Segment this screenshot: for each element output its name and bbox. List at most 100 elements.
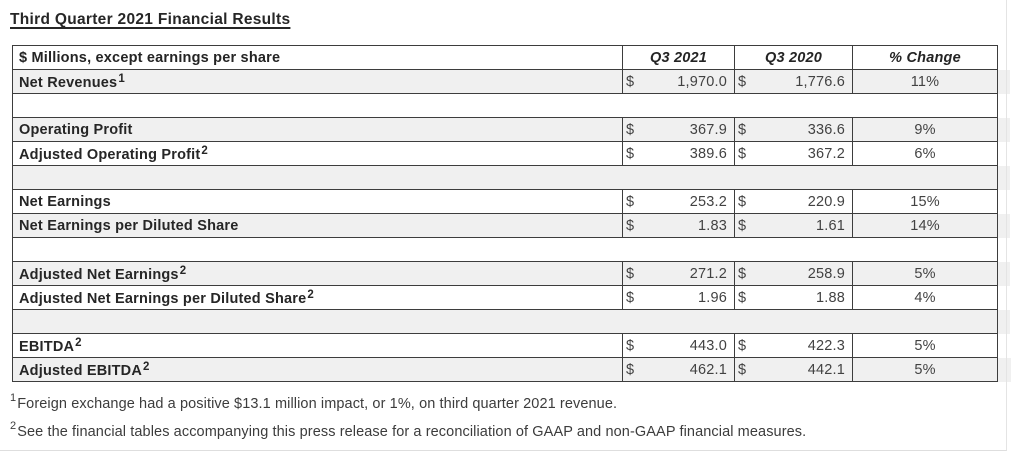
dollar-sign: $: [626, 289, 635, 306]
q3-2021-value: 271.2: [689, 265, 727, 282]
pct-change-cell: 5%: [852, 333, 998, 358]
dollar-sign: $: [626, 73, 635, 90]
spacer-row: [12, 237, 1011, 262]
footnote-1-marker: 1: [10, 392, 17, 404]
q3-2021-value: 462.1: [689, 361, 727, 378]
spacer-cell: [12, 93, 998, 118]
table-row: Operating Profit $367.9 $336.6 9%: [12, 117, 1011, 142]
table-row: Adjusted EBITDA2 $462.1 $442.1 5%: [12, 357, 1011, 382]
header-pct-change: % Change: [852, 45, 998, 70]
q3-2021-value: 1,970.0: [677, 73, 727, 90]
footnote-2-text: See the financial tables accompanying th…: [17, 424, 807, 441]
page-title: Third Quarter 2021 Financial Results: [10, 11, 291, 28]
q3-2020-cell: $258.9: [734, 261, 853, 286]
spacer-row: [12, 165, 1011, 190]
spacer-cell: [12, 237, 998, 262]
q3-2021-cell: $462.1: [622, 357, 735, 382]
pct-change-cell: 15%: [852, 189, 998, 214]
q3-2020-cell: $367.2: [734, 141, 853, 166]
ghost-cell: [998, 70, 1011, 94]
ghost-cell: [998, 358, 1011, 382]
ghost-cell: [998, 310, 1011, 334]
q3-2021-cell: $271.2: [622, 261, 735, 286]
ghost-cell: [998, 190, 1011, 214]
q3-2021-value: 1.83: [697, 217, 727, 234]
q3-2021-cell: $1.83: [622, 213, 735, 238]
table-row: Adjusted Operating Profit2 $389.6 $367.2 6%: [12, 141, 1011, 166]
q3-2020-cell: $1,776.6: [734, 69, 853, 94]
row-label: Net Earnings: [12, 189, 623, 214]
dollar-sign: $: [738, 145, 747, 162]
footnotes: 1Foreign exchange had a positive $13.1 m…: [10, 388, 1024, 445]
q3-2020-cell: $336.6: [734, 117, 853, 142]
dollar-sign: $: [626, 265, 635, 282]
row-label: Adjusted Net Earnings2: [12, 261, 623, 286]
spacer-row: [12, 93, 1011, 118]
q3-2020-value: 442.1: [807, 361, 845, 378]
q3-2021-value: 253.2: [689, 193, 727, 210]
ghost-cell: [998, 142, 1011, 166]
table-row: Net Earnings per Diluted Share $1.83 $1.61…: [12, 213, 1011, 238]
q3-2020-cell: $220.9: [734, 189, 853, 214]
q3-2020-value: 1.88: [815, 289, 845, 306]
ghost-cell: [998, 262, 1011, 286]
table-row: Net Revenues1 $1,970.0 $1,776.6 11%: [12, 69, 1011, 94]
ghost-cell: [998, 46, 1011, 70]
q3-2021-cell: $1,970.0: [622, 69, 735, 94]
row-label: Net Revenues1: [12, 69, 623, 94]
q3-2020-value: 1,776.6: [795, 73, 845, 90]
ghost-cell: [998, 238, 1011, 262]
row-label: Operating Profit: [12, 117, 623, 142]
spacer-cell: [12, 165, 998, 190]
footnote-1: 1Foreign exchange had a positive $13.1 m…: [10, 388, 1024, 416]
spacer-cell: [12, 309, 998, 334]
table-body: Net Revenues1 $1,970.0 $1,776.6 11% Operatin…: [12, 69, 1011, 382]
ghost-cell: [998, 286, 1011, 310]
q3-2020-value: 258.9: [807, 265, 845, 282]
spacer-row: [12, 309, 1011, 334]
pct-change-cell: 4%: [852, 285, 998, 310]
dollar-sign: $: [738, 361, 747, 378]
table-row: Adjusted Net Earnings2 $271.2 $258.9 5%: [12, 261, 1011, 286]
dollar-sign: $: [738, 289, 747, 306]
row-label: Net Earnings per Diluted Share: [12, 213, 623, 238]
ghost-cell: [998, 118, 1011, 142]
dollar-sign: $: [738, 73, 747, 90]
q3-2020-value: 220.9: [807, 193, 845, 210]
header-q3-2021: Q3 2021: [622, 45, 735, 70]
pct-change-cell: 9%: [852, 117, 998, 142]
q3-2021-cell: $1.96: [622, 285, 735, 310]
footnote-1-text: Foreign exchange had a positive $13.1 mi…: [17, 395, 618, 412]
q3-2021-cell: $389.6: [622, 141, 735, 166]
pct-change-cell: 5%: [852, 357, 998, 382]
pct-change-cell: 14%: [852, 213, 998, 238]
q3-2020-value: 336.6: [807, 121, 845, 138]
q3-2021-cell: $443.0: [622, 333, 735, 358]
table-header-row: $ Millions, except earnings per share Q3…: [12, 45, 1011, 70]
q3-2021-cell: $253.2: [622, 189, 735, 214]
row-label: Adjusted Net Earnings per Diluted Share2: [12, 285, 623, 310]
row-label: Adjusted Operating Profit2: [12, 141, 623, 166]
dollar-sign: $: [626, 361, 635, 378]
q3-2021-value: 389.6: [689, 145, 727, 162]
footnote-2: 2See the financial tables accompanying t…: [10, 416, 1024, 444]
q3-2020-cell: $442.1: [734, 357, 853, 382]
dollar-sign: $: [626, 145, 635, 162]
q3-2021-value: 367.9: [689, 121, 727, 138]
pct-change-cell: 11%: [852, 69, 998, 94]
q3-2020-cell: $1.61: [734, 213, 853, 238]
dollar-sign: $: [626, 337, 635, 354]
q3-2020-value: 422.3: [807, 337, 845, 354]
ghost-cell: [998, 166, 1011, 190]
press-release-section: Third Quarter 2021 Financial Results $ M…: [10, 11, 1024, 445]
q3-2020-cell: $422.3: [734, 333, 853, 358]
q3-2021-value: 1.96: [697, 289, 727, 306]
row-label: EBITDA2: [12, 333, 623, 358]
dollar-sign: $: [626, 193, 635, 210]
dollar-sign: $: [738, 193, 747, 210]
pct-change-cell: 5%: [852, 261, 998, 286]
header-metric-label: $ Millions, except earnings per share: [12, 45, 623, 70]
ghost-cell: [998, 94, 1011, 118]
dollar-sign: $: [626, 217, 635, 234]
header-q3-2020: Q3 2020: [734, 45, 853, 70]
